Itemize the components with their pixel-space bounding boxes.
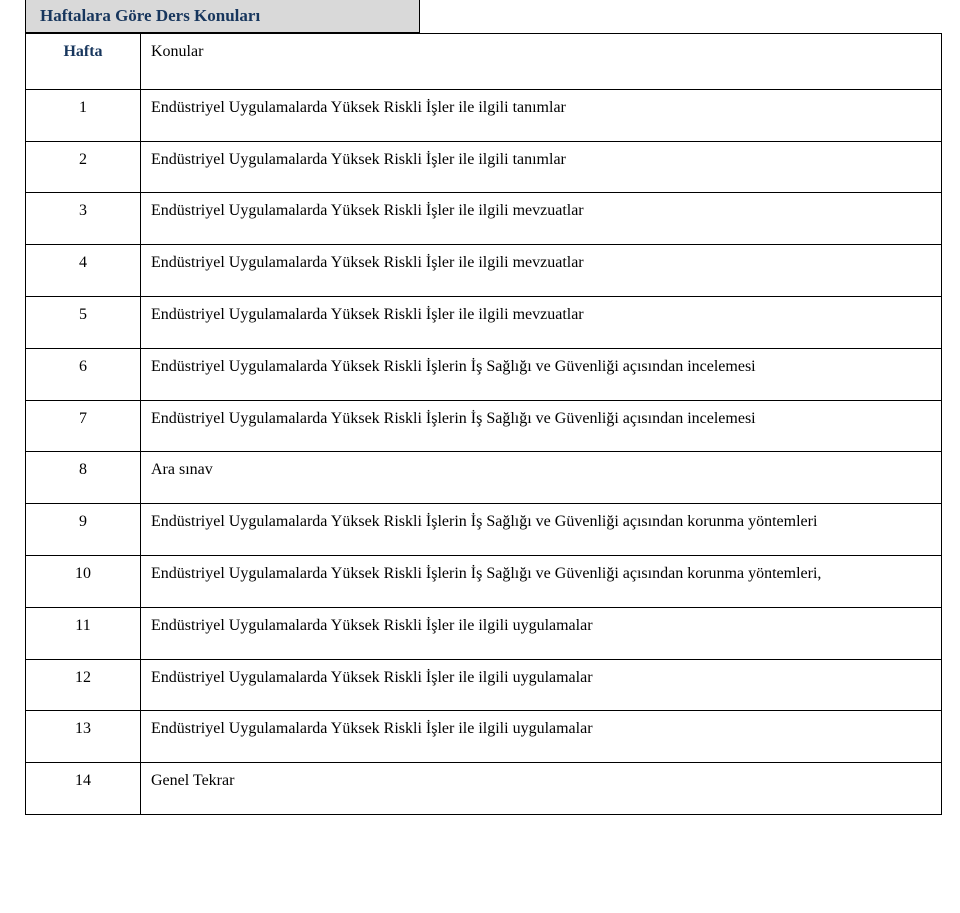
weekly-topics-table: Hafta Konular 1 Endüstriyel Uygulamalard… (25, 33, 942, 815)
table-row: 14 Genel Tekrar (26, 763, 942, 815)
section-header-cell: Haftalara Göre Ders Konuları (25, 0, 420, 33)
table-row: 5 Endüstriyel Uygulamalarda Yüksek Riskl… (26, 296, 942, 348)
week-topic: Endüstriyel Uygulamalarda Yüksek Riskli … (141, 89, 942, 141)
week-number: 9 (26, 504, 141, 556)
table-row: 10 Endüstriyel Uygulamalarda Yüksek Risk… (26, 555, 942, 607)
week-number: 6 (26, 348, 141, 400)
week-topic: Endüstriyel Uygulamalarda Yüksek Riskli … (141, 659, 942, 711)
table-row: 4 Endüstriyel Uygulamalarda Yüksek Riskl… (26, 245, 942, 297)
week-number: 4 (26, 245, 141, 297)
table-header-row: Hafta Konular (26, 34, 942, 90)
table-row: 6 Endüstriyel Uygulamalarda Yüksek Riskl… (26, 348, 942, 400)
week-topic: Endüstriyel Uygulamalarda Yüksek Riskli … (141, 607, 942, 659)
table-row: 13 Endüstriyel Uygulamalarda Yüksek Risk… (26, 711, 942, 763)
week-topic: Endüstriyel Uygulamalarda Yüksek Riskli … (141, 245, 942, 297)
page: Haftalara Göre Ders Konuları Hafta Konul… (0, 0, 960, 835)
table-row: 8 Ara sınav (26, 452, 942, 504)
week-topic: Endüstriyel Uygulamalarda Yüksek Riskli … (141, 400, 942, 452)
week-number: 11 (26, 607, 141, 659)
week-number: 14 (26, 763, 141, 815)
week-number: 8 (26, 452, 141, 504)
week-number: 7 (26, 400, 141, 452)
week-topic: Endüstriyel Uygulamalarda Yüksek Riskli … (141, 555, 942, 607)
week-topic: Endüstriyel Uygulamalarda Yüksek Riskli … (141, 296, 942, 348)
table-row: 12 Endüstriyel Uygulamalarda Yüksek Risk… (26, 659, 942, 711)
table-row: 9 Endüstriyel Uygulamalarda Yüksek Riskl… (26, 504, 942, 556)
col-header-topics: Konular (141, 34, 942, 90)
week-topic: Endüstriyel Uygulamalarda Yüksek Riskli … (141, 711, 942, 763)
table-row: 11 Endüstriyel Uygulamalarda Yüksek Risk… (26, 607, 942, 659)
week-topic: Endüstriyel Uygulamalarda Yüksek Riskli … (141, 504, 942, 556)
week-topic: Genel Tekrar (141, 763, 942, 815)
week-number: 13 (26, 711, 141, 763)
week-number: 10 (26, 555, 141, 607)
col-header-week: Hafta (26, 34, 141, 90)
table-row: 2 Endüstriyel Uygulamalarda Yüksek Riskl… (26, 141, 942, 193)
week-number: 2 (26, 141, 141, 193)
table-row: 1 Endüstriyel Uygulamalarda Yüksek Riskl… (26, 89, 942, 141)
section-header-title: Haftalara Göre Ders Konuları (40, 6, 260, 25)
week-topic: Endüstriyel Uygulamalarda Yüksek Riskli … (141, 348, 942, 400)
week-number: 5 (26, 296, 141, 348)
table-row: 3 Endüstriyel Uygulamalarda Yüksek Riskl… (26, 193, 942, 245)
week-topic: Endüstriyel Uygulamalarda Yüksek Riskli … (141, 141, 942, 193)
week-number: 1 (26, 89, 141, 141)
week-number: 3 (26, 193, 141, 245)
week-number: 12 (26, 659, 141, 711)
table-row: 7 Endüstriyel Uygulamalarda Yüksek Riskl… (26, 400, 942, 452)
week-topic: Endüstriyel Uygulamalarda Yüksek Riskli … (141, 193, 942, 245)
week-topic: Ara sınav (141, 452, 942, 504)
